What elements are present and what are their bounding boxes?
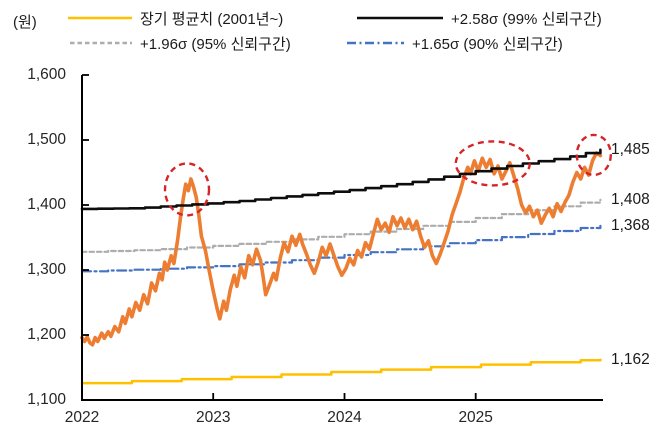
legend-label-sigma-196: +1.96σ (95% 신뢰구간) [140, 35, 291, 53]
legend-label-long-term-average: 장기 평균치 (2001년~) [140, 10, 284, 28]
y-axis-unit-label: (원) [13, 14, 37, 31]
y-tick-label: 1,300 [27, 261, 66, 278]
sigma-196-dashed-line-swatch-icon [70, 41, 132, 45]
y-tick-label: 1,500 [27, 131, 66, 148]
sigma-258-line-swatch-icon [357, 16, 443, 20]
y-tick-label: 1,200 [27, 326, 66, 343]
legend-item-sigma-165: +1.65σ (90% 신뢰구간) [347, 33, 563, 53]
series-end-value-label: 1,162 [611, 350, 650, 368]
legend-label-sigma-165: +1.65σ (90% 신뢰구간) [412, 35, 563, 53]
legend-label-sigma-258: +2.58σ (99% 신뢰구간) [451, 10, 602, 28]
y-tick-label: 1,400 [27, 196, 66, 213]
x-tick-label: 2024 [327, 409, 362, 426]
long-term-average-line-swatch-icon [68, 16, 132, 20]
y-tick-label: 1,100 [27, 391, 66, 408]
legend-item-sigma-196: +1.96σ (95% 신뢰구간) [70, 33, 291, 53]
x-tick-label: 2025 [458, 409, 493, 426]
series-end-value-label: 1,408 [611, 190, 650, 208]
series-end-value-label: 1,368 [611, 216, 650, 234]
legend-item-sigma-258: +2.58σ (99% 신뢰구간) [357, 8, 602, 28]
legend-item-long-term-average: 장기 평균치 (2001년~) [68, 8, 283, 28]
y-tick-label: 1,600 [27, 66, 66, 83]
series-end-value-label: 1,485 [611, 140, 650, 158]
x-tick-label: 2023 [195, 409, 231, 426]
x-tick-label: 2022 [64, 409, 100, 426]
